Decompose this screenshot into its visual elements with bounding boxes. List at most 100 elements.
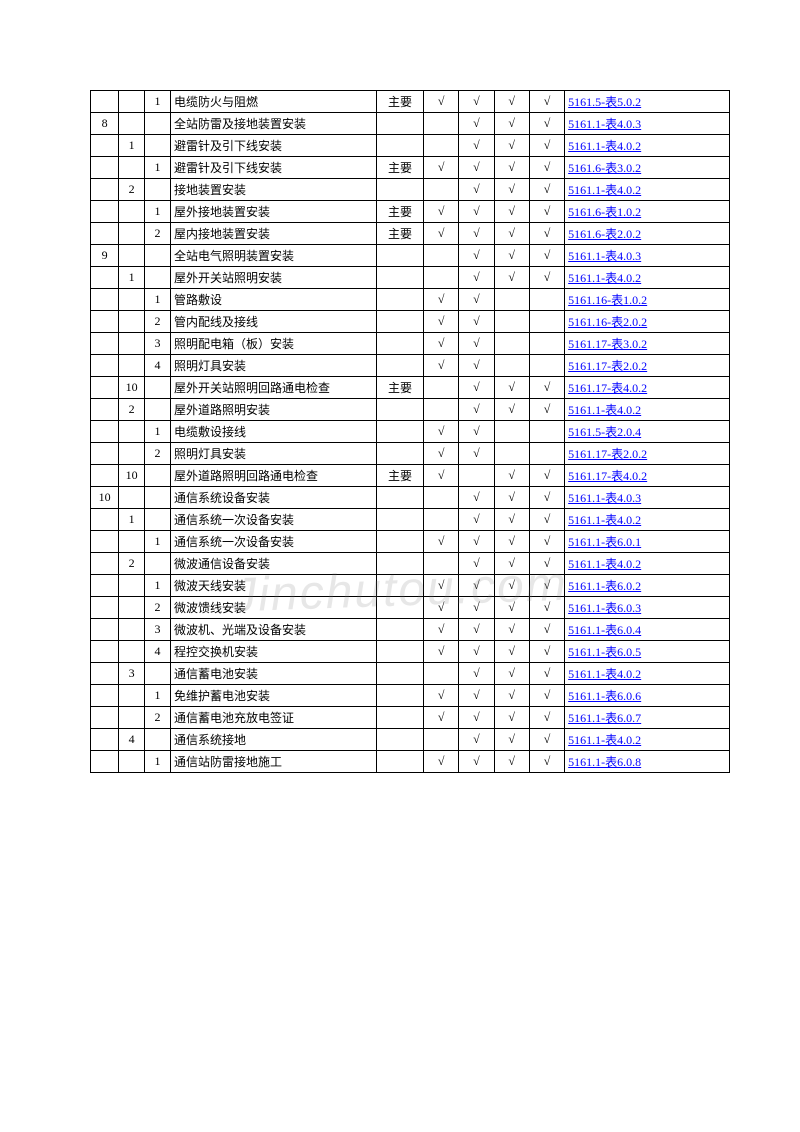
- reference-link[interactable]: 5161.17-表2.0.2: [568, 359, 647, 373]
- priority: 主要: [376, 157, 423, 179]
- table-row: 1微波天线安装√√√√5161.1-表6.0.2: [91, 575, 730, 597]
- reference-link[interactable]: 5161.6-表1.0.2: [568, 205, 641, 219]
- col-level2: 10: [119, 465, 145, 487]
- item-name: 避雷针及引下线安装: [170, 157, 376, 179]
- priority: [376, 355, 423, 377]
- reference-link[interactable]: 5161.17-表4.0.2: [568, 381, 647, 395]
- col-level2: [119, 223, 145, 245]
- check-col-4: √: [529, 685, 564, 707]
- reference-link[interactable]: 5161.1-表4.0.2: [568, 183, 641, 197]
- col-level2: [119, 201, 145, 223]
- reference-cell: 5161.1-表4.0.2: [565, 663, 730, 685]
- priority: [376, 509, 423, 531]
- check-col-2: √: [459, 179, 494, 201]
- col-level1: [91, 201, 119, 223]
- check-col-4: [529, 311, 564, 333]
- table-row: 2接地装置安装√√√5161.1-表4.0.2: [91, 179, 730, 201]
- reference-link[interactable]: 5161.1-表6.0.2: [568, 579, 641, 593]
- item-name: 接地装置安装: [170, 179, 376, 201]
- reference-link[interactable]: 5161.6-表3.0.2: [568, 161, 641, 175]
- reference-link[interactable]: 5161.16-表1.0.2: [568, 293, 647, 307]
- reference-link[interactable]: 5161.16-表2.0.2: [568, 315, 647, 329]
- table-row: 2屋外道路照明安装√√√5161.1-表4.0.2: [91, 399, 730, 421]
- priority: [376, 751, 423, 773]
- col-level1: [91, 553, 119, 575]
- check-col-4: √: [529, 729, 564, 751]
- col-level2: [119, 91, 145, 113]
- reference-link[interactable]: 5161.1-表4.0.2: [568, 403, 641, 417]
- col-level2: 4: [119, 729, 145, 751]
- check-col-2: √: [459, 597, 494, 619]
- check-col-2: √: [459, 531, 494, 553]
- reference-cell: 5161.1-表4.0.2: [565, 553, 730, 575]
- reference-link[interactable]: 5161.1-表6.0.1: [568, 535, 641, 549]
- check-col-4: [529, 333, 564, 355]
- reference-link[interactable]: 5161.17-表4.0.2: [568, 469, 647, 483]
- reference-cell: 5161.16-表1.0.2: [565, 289, 730, 311]
- check-col-4: √: [529, 179, 564, 201]
- table-row: 1屋外接地装置安装主要√√√√5161.6-表1.0.2: [91, 201, 730, 223]
- reference-link[interactable]: 5161.1-表4.0.2: [568, 271, 641, 285]
- col-level3: 3: [145, 333, 171, 355]
- table-row: 2通信蓄电池充放电签证√√√√5161.1-表6.0.7: [91, 707, 730, 729]
- col-level1: 10: [91, 487, 119, 509]
- reference-link[interactable]: 5161.5-表2.0.4: [568, 425, 641, 439]
- item-name: 通信站防雷接地施工: [170, 751, 376, 773]
- reference-link[interactable]: 5161.1-表4.0.3: [568, 249, 641, 263]
- check-col-4: [529, 421, 564, 443]
- col-level2: [119, 487, 145, 509]
- priority: [376, 619, 423, 641]
- reference-link[interactable]: 5161.1-表6.0.7: [568, 711, 641, 725]
- col-level2: [119, 707, 145, 729]
- check-col-4: √: [529, 223, 564, 245]
- col-level1: [91, 377, 119, 399]
- reference-link[interactable]: 5161.1-表4.0.2: [568, 733, 641, 747]
- check-col-3: √: [494, 179, 529, 201]
- spec-table: 1电缆防火与阻燃主要√√√√5161.5-表5.0.28全站防雷及接地装置安装√…: [90, 90, 730, 773]
- check-col-4: √: [529, 619, 564, 641]
- reference-link[interactable]: 5161.1-表4.0.2: [568, 667, 641, 681]
- check-col-1: √: [423, 223, 458, 245]
- reference-link[interactable]: 5161.1-表6.0.8: [568, 755, 641, 769]
- priority: [376, 311, 423, 333]
- check-col-4: √: [529, 399, 564, 421]
- col-level2: 2: [119, 553, 145, 575]
- priority: 主要: [376, 377, 423, 399]
- reference-link[interactable]: 5161.1-表4.0.2: [568, 139, 641, 153]
- check-col-2: √: [459, 575, 494, 597]
- check-col-1: √: [423, 597, 458, 619]
- reference-link[interactable]: 5161.17-表2.0.2: [568, 447, 647, 461]
- reference-link[interactable]: 5161.6-表2.0.2: [568, 227, 641, 241]
- priority: [376, 575, 423, 597]
- reference-cell: 5161.1-表4.0.2: [565, 135, 730, 157]
- col-level1: [91, 663, 119, 685]
- check-col-4: [529, 289, 564, 311]
- reference-link[interactable]: 5161.1-表6.0.4: [568, 623, 641, 637]
- reference-link[interactable]: 5161.1-表4.0.3: [568, 117, 641, 131]
- col-level2: 10: [119, 377, 145, 399]
- priority: [376, 685, 423, 707]
- reference-cell: 5161.17-表2.0.2: [565, 355, 730, 377]
- reference-link[interactable]: 5161.1-表6.0.5: [568, 645, 641, 659]
- col-level3: [145, 663, 171, 685]
- check-col-2: √: [459, 157, 494, 179]
- col-level3: [145, 179, 171, 201]
- reference-link[interactable]: 5161.1-表4.0.3: [568, 491, 641, 505]
- check-col-1: √: [423, 619, 458, 641]
- reference-link[interactable]: 5161.17-表3.0.2: [568, 337, 647, 351]
- check-col-3: [494, 443, 529, 465]
- col-level3: [145, 267, 171, 289]
- check-col-2: √: [459, 421, 494, 443]
- reference-link[interactable]: 5161.1-表4.0.2: [568, 557, 641, 571]
- reference-link[interactable]: 5161.1-表4.0.2: [568, 513, 641, 527]
- check-col-1: √: [423, 201, 458, 223]
- table-row: 1免维护蓄电池安装√√√√5161.1-表6.0.6: [91, 685, 730, 707]
- reference-cell: 5161.6-表3.0.2: [565, 157, 730, 179]
- reference-link[interactable]: 5161.5-表5.0.2: [568, 95, 641, 109]
- reference-link[interactable]: 5161.1-表6.0.3: [568, 601, 641, 615]
- reference-link[interactable]: 5161.1-表6.0.6: [568, 689, 641, 703]
- item-name: 照明配电箱（板）安装: [170, 333, 376, 355]
- check-col-2: √: [459, 487, 494, 509]
- table-row: 10通信系统设备安装√√√5161.1-表4.0.3: [91, 487, 730, 509]
- check-col-4: √: [529, 509, 564, 531]
